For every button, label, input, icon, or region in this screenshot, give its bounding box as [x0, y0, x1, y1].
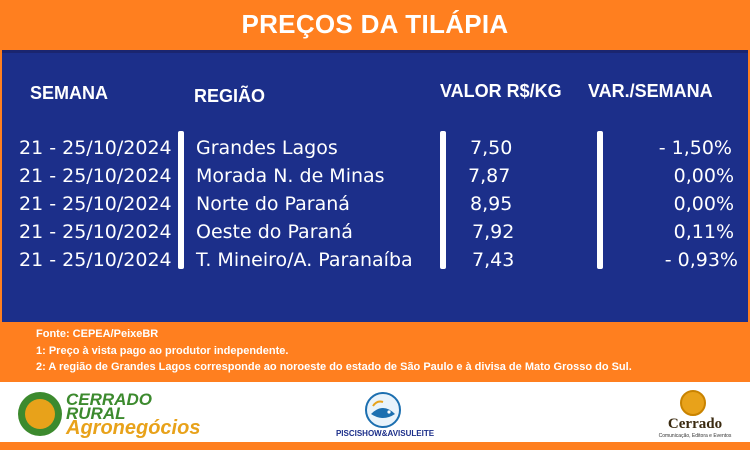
column-separator	[440, 131, 446, 269]
cell-variation: 0,00%	[673, 165, 734, 187]
cell-value: 7,50	[470, 137, 513, 159]
cell-variation: 0,00%	[673, 193, 734, 215]
piscishow-logo: PISCISHOW&AVISULEITE	[330, 392, 440, 440]
cerrado-logo-name: Cerrado	[667, 416, 723, 432]
price-table: SEMANA REGIÃO VALOR R$/KG VAR./SEMANA 21…	[2, 50, 748, 322]
cell-region: Norte do Paraná	[196, 193, 350, 215]
cerrado-rural-logo-line1: CERRADO	[66, 390, 152, 409]
cell-week: 21 - 25/10/2024	[19, 193, 172, 215]
cerrado-logo: Cerrado Comunicação, Editora e Eventos	[650, 390, 740, 440]
table-row: 21 - 25/10/2024 Oeste do Paraná 7,92 0,1…	[2, 221, 748, 247]
column-separator	[597, 131, 603, 269]
cell-variation: - 0,93%	[664, 249, 738, 271]
cell-week: 21 - 25/10/2024	[19, 221, 172, 243]
cell-value: 7,87	[468, 165, 511, 187]
fish-emblem-icon	[365, 392, 401, 428]
cell-variation: - 1,50%	[658, 137, 732, 159]
cerrado-emblem-icon	[680, 390, 706, 416]
cerrado-logo-subtitle: Comunicação, Editora e Eventos	[658, 433, 732, 439]
source-note: Fonte: CEPEA/PeixeBR	[36, 328, 159, 340]
table-row: 21 - 25/10/2024 T. Mineiro/A. Paranaíba …	[2, 249, 748, 275]
footnote-1: 1: Preço à vista pago ao produtor indepe…	[36, 345, 289, 357]
cell-value: 7,43	[472, 249, 515, 271]
cell-week: 21 - 25/10/2024	[19, 249, 172, 271]
cell-week: 21 - 25/10/2024	[19, 137, 172, 159]
cell-week: 21 - 25/10/2024	[19, 165, 172, 187]
cell-variation: 0,11%	[673, 221, 734, 243]
column-separator	[178, 131, 184, 269]
column-header-week: SEMANA	[30, 83, 109, 103]
header-bar: PREÇOS DA TILÁPIA	[0, 0, 750, 48]
cell-value: 7,92	[472, 221, 515, 243]
bottom-bar	[0, 442, 750, 450]
page-title: PREÇOS DA TILÁPIA	[241, 8, 509, 39]
piscishow-logo-text: PISCISHOW&AVISULEITE	[335, 429, 435, 438]
cell-region: Grandes Lagos	[196, 137, 338, 159]
table-row: 21 - 25/10/2024 Morada N. de Minas 7,87 …	[2, 165, 748, 191]
footnotes: Fonte: CEPEA/PeixeBR 1: Preço à vista pa…	[0, 322, 750, 382]
column-header-variation: VAR./SEMANA	[588, 81, 713, 101]
cerrado-rural-emblem-icon	[18, 392, 62, 436]
cell-value: 8,95	[470, 193, 513, 215]
column-header-value: VALOR R$/KG	[440, 81, 562, 101]
table-row: 21 - 25/10/2024 Grandes Lagos 7,50 - 1,5…	[2, 137, 748, 163]
cerrado-rural-logo-line2: RURAL	[66, 404, 126, 423]
cell-region: Morada N. de Minas	[196, 165, 385, 187]
cerrado-rural-logo: CERRADO RURAL Agronegócios	[18, 390, 218, 439]
cell-region: T. Mineiro/A. Paranaíba	[196, 249, 413, 271]
sponsor-footer: CERRADO RURAL Agronegócios PISCISHOW&AVI…	[0, 382, 750, 442]
table-row: 21 - 25/10/2024 Norte do Paraná 8,95 0,0…	[2, 193, 748, 219]
footnote-2: 2: A região de Grandes Lagos corresponde…	[36, 361, 632, 373]
cerrado-rural-logo-line3: Agronegócios	[66, 417, 201, 439]
cell-region: Oeste do Paraná	[196, 221, 353, 243]
column-header-region: REGIÃO	[194, 86, 266, 106]
